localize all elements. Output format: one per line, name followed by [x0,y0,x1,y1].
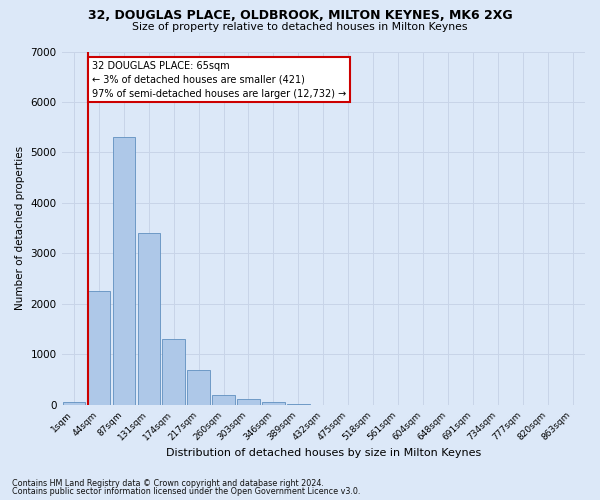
Text: Size of property relative to detached houses in Milton Keynes: Size of property relative to detached ho… [132,22,468,32]
Bar [287,404,310,405]
Text: 32, DOUGLAS PLACE, OLDBROOK, MILTON KEYNES, MK6 2XG: 32, DOUGLAS PLACE, OLDBROOK, MILTON KEYN… [88,9,512,22]
Bar [63,402,85,405]
Bar [163,340,185,405]
Text: 32 DOUGLAS PLACE: 65sqm
← 3% of detached houses are smaller (421)
97% of semi-de: 32 DOUGLAS PLACE: 65sqm ← 3% of detached… [92,60,346,98]
Text: Contains HM Land Registry data © Crown copyright and database right 2024.: Contains HM Land Registry data © Crown c… [12,478,324,488]
Y-axis label: Number of detached properties: Number of detached properties [15,146,25,310]
Bar [212,395,235,405]
Bar [237,399,260,405]
Bar [88,292,110,405]
Bar [262,402,284,405]
X-axis label: Distribution of detached houses by size in Milton Keynes: Distribution of detached houses by size … [166,448,481,458]
Bar [187,370,210,405]
Text: Contains public sector information licensed under the Open Government Licence v3: Contains public sector information licen… [12,487,361,496]
Bar [137,234,160,405]
Bar [113,138,135,405]
